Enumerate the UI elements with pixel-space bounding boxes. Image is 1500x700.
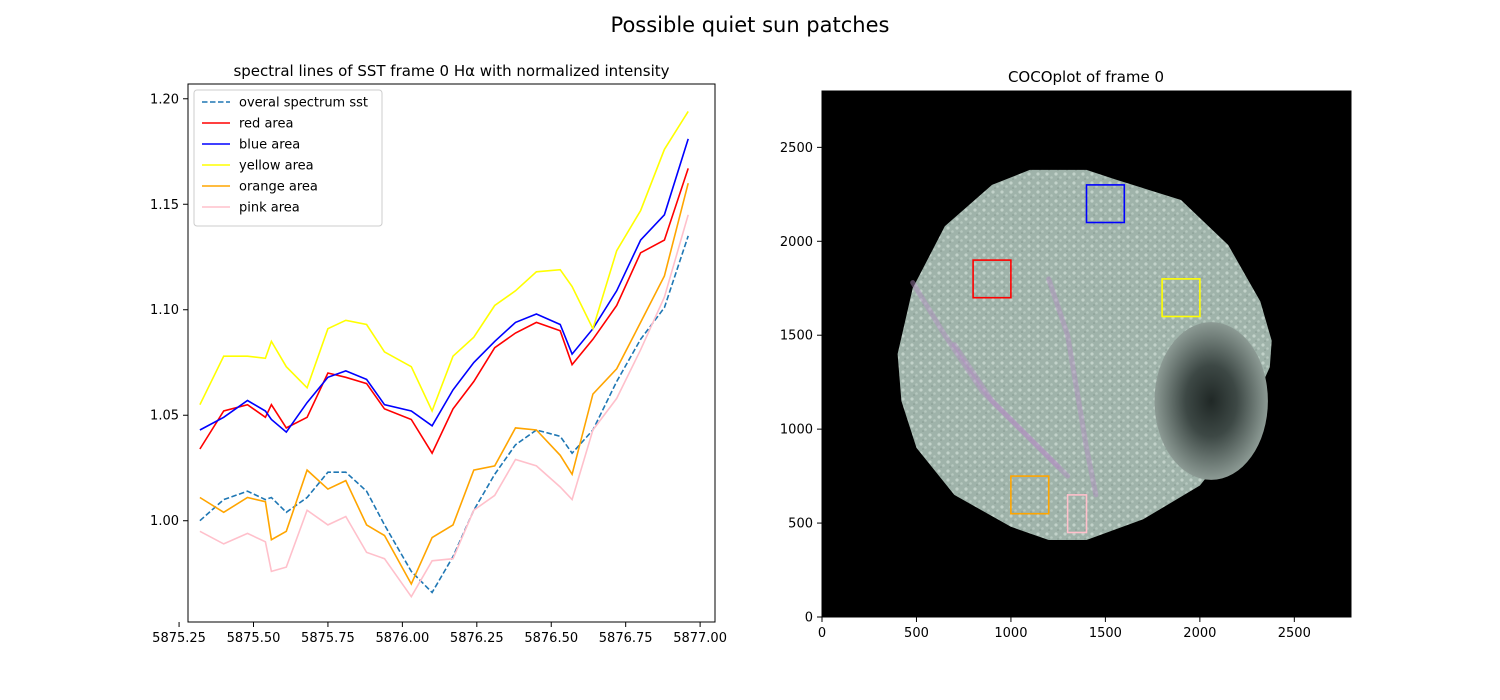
x-tick-label: 5876.50 [524,631,578,646]
y-tick-label: 2000 [780,235,813,250]
right-chart-title: COCOplot of frame 0 [1008,68,1164,86]
filament-streak [910,280,1061,470]
patch-boxes [972,184,1201,534]
y-tick-label: 1.05 [150,409,179,424]
x-tick-label: 5877.00 [673,631,727,646]
filament-streaks [910,276,1099,498]
cocoplot-panel: COCOplot of frame 0 0 500 1000 1500 2000 25 [780,68,1352,641]
x-tick-label: 1500 [1089,626,1122,641]
legend-label: pink area [239,201,300,216]
y-tick-label: 1.10 [150,303,179,318]
y-tick-label: 1.15 [150,198,179,213]
legend-label: red area [239,117,293,132]
legend: overal spectrum sst red area blue area yell… [193,89,383,227]
y-tick-label: 2500 [780,141,813,156]
right-axes-frame [821,90,1352,618]
legend-label: orange area [239,180,318,195]
series-line-pink-area [199,214,689,599]
x-tick-label: 0 [818,626,826,641]
right-axis-ticks: 0 500 1000 1500 2000 2500 0 500 1000 1500 2000 2500 [780,141,1311,641]
y-tick-label: 0 [805,611,813,626]
x-tick-label: 5876.25 [450,631,504,646]
figure-suptitle: Possible quiet sun patches [611,13,890,37]
filament-streak [1046,276,1099,498]
patch-box-blue [1085,184,1126,224]
legend-box [193,89,383,227]
left-axis-ticks: 5875.25 5875.50 5875.75 5876.00 5876.25 5876.… [150,92,727,646]
series-line-orange-area [199,183,689,586]
legend-label: overal spectrum sst [239,96,368,111]
legend-label: blue area [239,138,300,153]
x-tick-label: 5876.00 [375,631,429,646]
y-tick-label: 1500 [780,329,813,344]
left-chart-title: spectral lines of SST frame 0 Hα with no… [233,62,669,80]
left-series-lines [199,110,689,599]
y-tick-label: 1.00 [150,514,179,529]
sunspot [1154,322,1268,480]
x-tick-label: 5875.25 [152,631,206,646]
spectral-line-chart: spectral lines of SST frame 0 Hα with no… [150,62,727,646]
x-tick-label: 5875.75 [301,631,355,646]
patch-box-red [972,259,1012,299]
y-tick-label: 500 [788,517,813,532]
x-tick-label: 2500 [1278,626,1311,641]
x-tick-label: 2000 [1183,626,1216,641]
left-axes-frame [187,83,716,623]
y-tick-label: 1000 [780,423,813,438]
patch-box-yellow [1161,278,1201,318]
x-tick-label: 5875.50 [227,631,281,646]
x-tick-label: 1000 [994,626,1027,641]
filament-streak [951,342,1071,479]
x-tick-label: 500 [904,626,929,641]
series-line-red-area [199,168,689,455]
patch-box-pink [1066,494,1088,534]
series-line-yellow-area [199,110,689,414]
patch-box-orange [1010,475,1050,515]
x-tick-label: 5876.75 [599,631,653,646]
y-tick-label: 1.20 [150,92,179,107]
legend-label: yellow area [239,159,314,174]
